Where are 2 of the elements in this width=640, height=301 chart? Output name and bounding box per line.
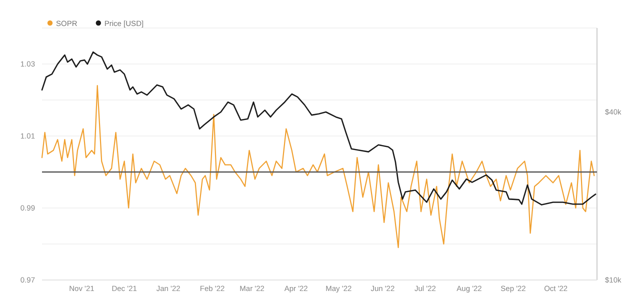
line-series xyxy=(41,51,596,206)
line-series xyxy=(41,85,595,248)
